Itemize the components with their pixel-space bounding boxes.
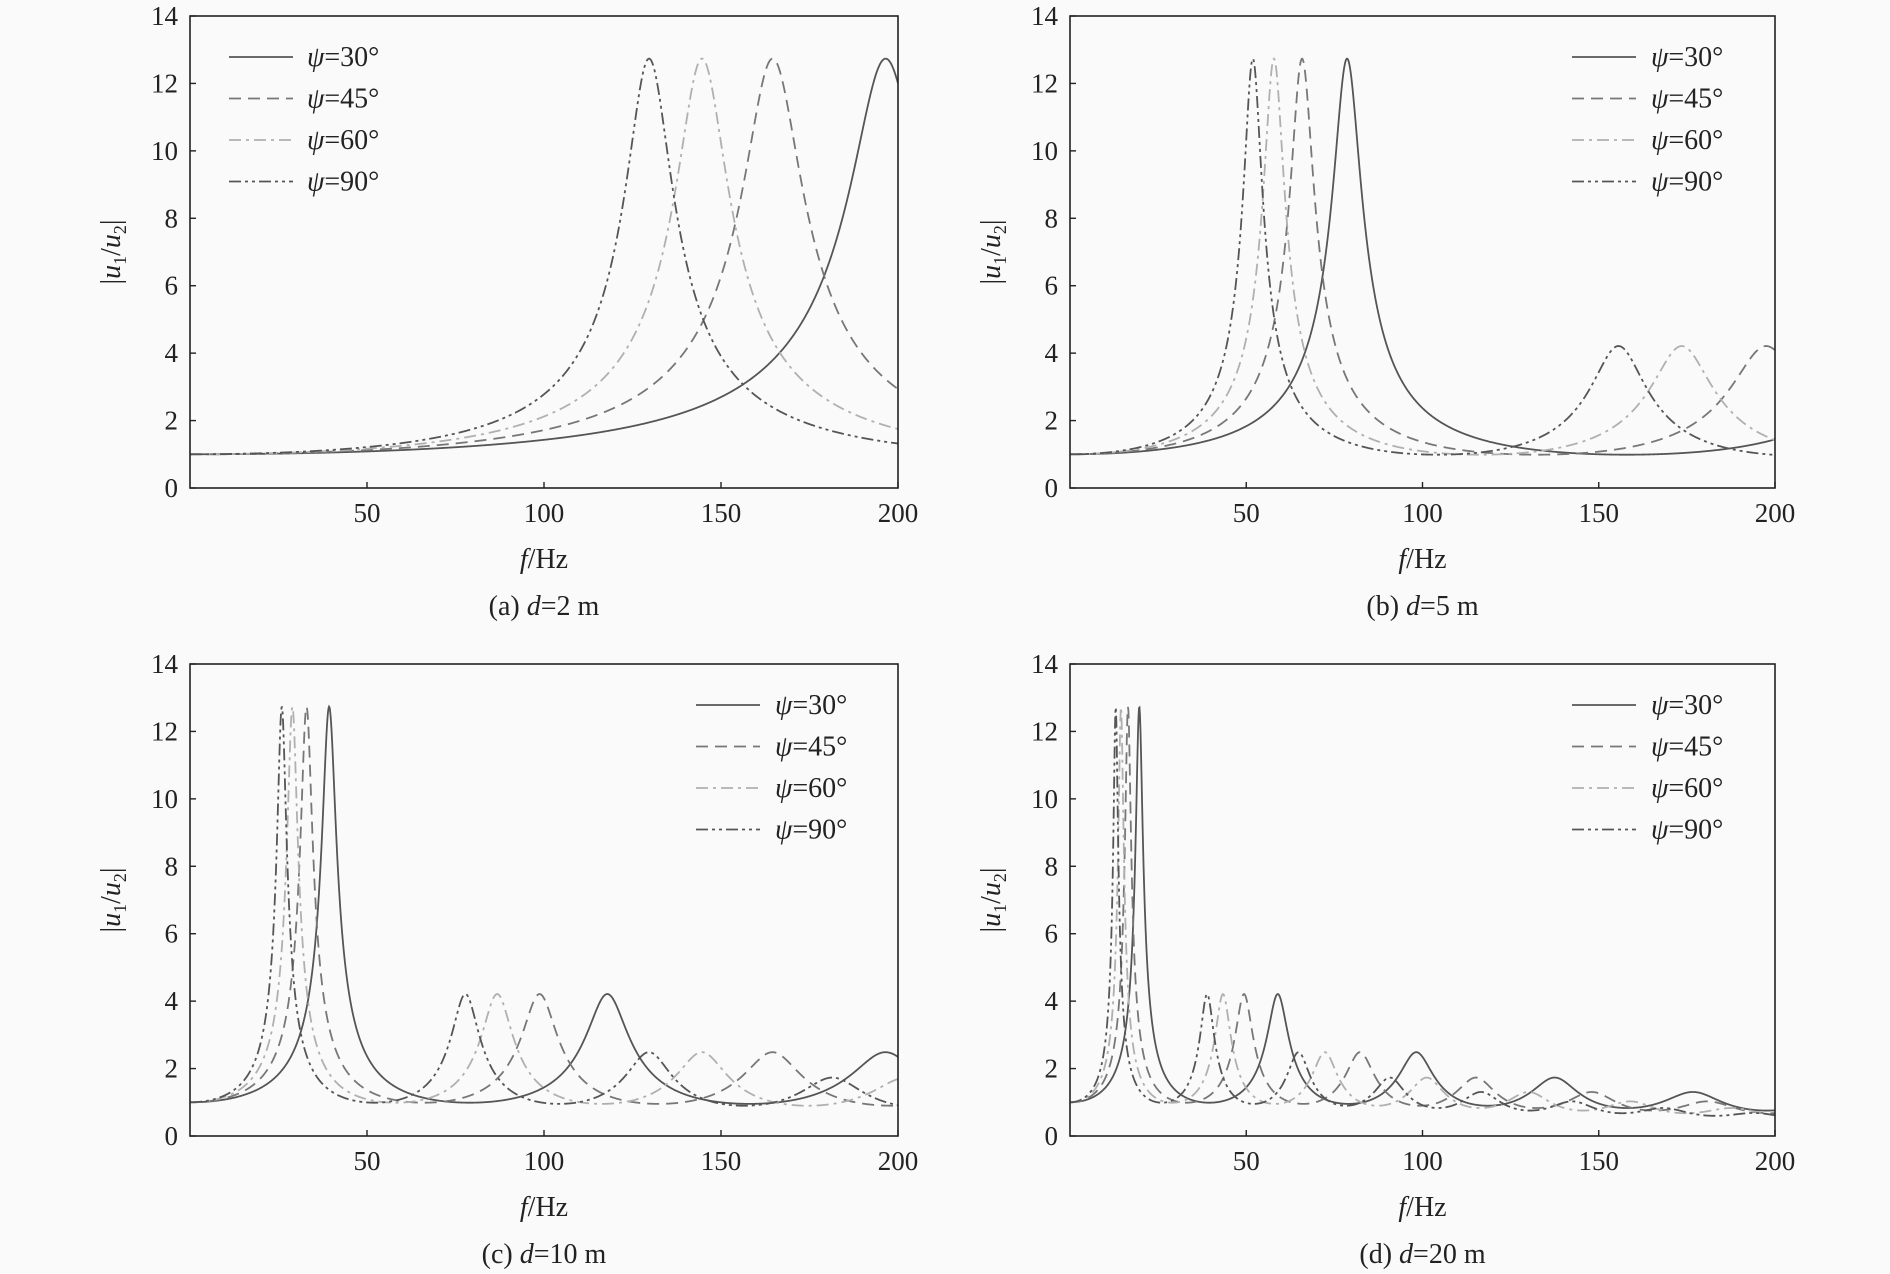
legend-label: ψ=60° xyxy=(1651,773,1723,804)
y-tick-label: 14 xyxy=(1031,649,1059,679)
y-tick-label: 4 xyxy=(1045,338,1059,368)
y-axis-label: |u1/u2| xyxy=(976,220,1010,285)
x-tick-label: 100 xyxy=(1402,498,1443,528)
legend-label: ψ=45° xyxy=(775,732,847,763)
legend-label: ψ=90° xyxy=(1651,815,1723,846)
x-axis-label: f/Hz xyxy=(520,544,568,575)
x-tick-label: 150 xyxy=(701,1146,742,1176)
y-tick-label: 0 xyxy=(1045,473,1059,503)
series-line-psi-30 xyxy=(1070,705,1775,1112)
legend-label: ψ=30° xyxy=(775,690,847,721)
x-tick-label: 200 xyxy=(1755,1146,1796,1176)
y-tick-label: 6 xyxy=(165,271,179,301)
y-tick-label: 8 xyxy=(1045,203,1059,233)
panel-c: 50 100 150 200 0 2 4 6 8 10 12 14 f/Hz |u1/u2| (c) d=1… xyxy=(96,649,918,1270)
series-line-psi-45 xyxy=(1070,706,1775,1115)
y-tick-label: 2 xyxy=(1045,406,1059,436)
y-axis-label: |u1/u2| xyxy=(96,868,130,933)
y-tick-label: 12 xyxy=(1031,716,1058,746)
x-tick-label: 50 xyxy=(1233,1146,1260,1176)
panel-a: 50 100 150 200 0 2 4 6 8 10 12 14 f/Hz |u1/u2| (a) d=2… xyxy=(96,1,918,622)
legend-label: ψ=60° xyxy=(775,773,847,804)
legend: ψ=30° ψ=45° ψ=60° ψ=90° xyxy=(1572,690,1723,846)
series-line-psi-90 xyxy=(190,57,898,456)
y-tick-label: 8 xyxy=(165,851,179,881)
legend-label: ψ=45° xyxy=(1651,84,1723,115)
series-line-psi-45 xyxy=(1070,57,1775,456)
legend-label: ψ=45° xyxy=(1651,732,1723,763)
y-axis-label: |u1/u2| xyxy=(976,868,1010,933)
y-tick-label: 4 xyxy=(165,338,179,368)
y-tick-label: 12 xyxy=(151,68,178,98)
legend-label: ψ=90° xyxy=(1651,167,1723,198)
y-tick-label: 0 xyxy=(1045,1121,1059,1151)
y-tick-label: 2 xyxy=(1045,1054,1059,1084)
x-axis-label: f/Hz xyxy=(1398,1192,1446,1223)
x-tick-label: 50 xyxy=(354,1146,381,1176)
legend-label: ψ=45° xyxy=(307,84,379,115)
y-tick-label: 12 xyxy=(151,716,178,746)
x-tick-label: 50 xyxy=(1233,498,1260,528)
y-tick-label: 8 xyxy=(1045,851,1059,881)
y-tick-label: 14 xyxy=(1031,1,1059,31)
y-tick-label: 8 xyxy=(165,203,179,233)
series-line-psi-60 xyxy=(1070,57,1775,456)
series-line-psi-30 xyxy=(190,704,898,1105)
y-tick-label: 6 xyxy=(1045,919,1059,949)
y-tick-label: 0 xyxy=(165,473,179,503)
y-tick-label: 10 xyxy=(1031,784,1058,814)
panel-caption: (c) d=10 m xyxy=(482,1239,607,1270)
legend-label: ψ=90° xyxy=(775,815,847,846)
panel-caption: (a) d=2 m xyxy=(489,591,600,622)
series-line-psi-30 xyxy=(1070,57,1775,456)
x-axis-label: f/Hz xyxy=(1398,544,1446,575)
x-tick-label: 100 xyxy=(524,498,565,528)
y-tick-label: 6 xyxy=(165,919,179,949)
legend-label: ψ=60° xyxy=(307,125,379,156)
panel-b: 50 100 150 200 0 2 4 6 8 10 12 14 f/Hz |u1/u2| (b) d=5… xyxy=(976,1,1795,622)
x-tick-label: 200 xyxy=(878,498,919,528)
series-line-psi-60 xyxy=(190,57,898,456)
panel-caption: (b) d=5 m xyxy=(1366,591,1478,622)
y-tick-label: 4 xyxy=(165,986,179,1016)
legend-label: ψ=30° xyxy=(1651,42,1723,73)
legend: ψ=30° ψ=45° ψ=60° ψ=90° xyxy=(696,690,847,846)
series-line-psi-90 xyxy=(190,705,898,1107)
y-tick-label: 2 xyxy=(165,1054,179,1084)
legend-label: ψ=30° xyxy=(1651,690,1723,721)
legend: ψ=30° ψ=45° ψ=60° ψ=90° xyxy=(1572,42,1723,198)
panel-d: 50 100 150 200 0 2 4 6 8 10 12 14 f/Hz |u1/u2| (d) d=2… xyxy=(976,649,1795,1270)
x-tick-label: 50 xyxy=(354,498,381,528)
x-axis-label: f/Hz xyxy=(520,1192,568,1223)
legend-label: ψ=30° xyxy=(307,42,379,73)
y-tick-label: 12 xyxy=(1031,68,1058,98)
y-tick-label: 4 xyxy=(1045,986,1059,1016)
y-tick-label: 10 xyxy=(1031,136,1058,166)
series-line-psi-45 xyxy=(190,705,898,1107)
y-tick-label: 14 xyxy=(151,649,179,679)
y-axis-label: |u1/u2| xyxy=(96,220,130,285)
y-tick-label: 2 xyxy=(165,406,179,436)
y-tick-label: 10 xyxy=(151,784,178,814)
x-tick-label: 100 xyxy=(1402,1146,1443,1176)
x-tick-label: 100 xyxy=(524,1146,565,1176)
legend: ψ=30° ψ=45° ψ=60° ψ=90° xyxy=(229,42,379,198)
series-line-psi-90 xyxy=(1070,707,1775,1117)
series-line-psi-60 xyxy=(1070,707,1775,1117)
panel-caption: (d) d=20 m xyxy=(1359,1239,1485,1270)
series-line-psi-90 xyxy=(1070,57,1775,456)
x-tick-label: 200 xyxy=(1755,498,1796,528)
x-tick-label: 150 xyxy=(1579,1146,1620,1176)
y-tick-label: 0 xyxy=(165,1121,179,1151)
legend-label: ψ=60° xyxy=(1651,125,1723,156)
x-tick-label: 150 xyxy=(701,498,742,528)
x-tick-label: 150 xyxy=(1579,498,1620,528)
y-tick-label: 10 xyxy=(151,136,178,166)
legend-label: ψ=90° xyxy=(307,167,379,198)
y-tick-label: 14 xyxy=(151,1,179,31)
x-tick-label: 200 xyxy=(878,1146,919,1176)
y-tick-label: 6 xyxy=(1045,271,1059,301)
